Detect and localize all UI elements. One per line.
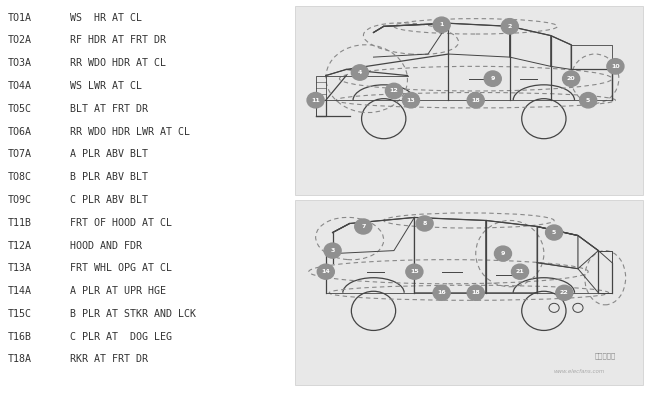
Text: T15C: T15C: [8, 309, 32, 319]
Text: 2: 2: [508, 24, 512, 29]
Circle shape: [467, 92, 484, 108]
Text: RR WDO HDR LWR AT CL: RR WDO HDR LWR AT CL: [70, 127, 190, 136]
Circle shape: [580, 92, 596, 108]
Text: BLT AT FRT DR: BLT AT FRT DR: [70, 104, 148, 114]
Text: 13: 13: [407, 98, 415, 103]
Circle shape: [402, 92, 419, 108]
Text: T13A: T13A: [8, 263, 32, 273]
Text: C PLR AT  DOG LEG: C PLR AT DOG LEG: [70, 332, 172, 342]
Text: 22: 22: [560, 290, 569, 295]
Circle shape: [546, 225, 563, 240]
Text: TO1A: TO1A: [8, 13, 32, 22]
Text: A PLR AT UPR HGE: A PLR AT UPR HGE: [70, 286, 166, 296]
Circle shape: [324, 243, 341, 258]
Text: www.elecfans.com: www.elecfans.com: [554, 369, 606, 374]
Text: T18A: T18A: [8, 354, 32, 364]
Text: RKR AT FRT DR: RKR AT FRT DR: [70, 354, 148, 364]
Text: B PLR ABV BLT: B PLR ABV BLT: [70, 172, 148, 182]
Text: 3: 3: [330, 248, 335, 253]
Text: 4: 4: [358, 70, 362, 75]
Circle shape: [317, 264, 334, 279]
Text: 15: 15: [410, 269, 419, 274]
Text: TO2A: TO2A: [8, 35, 32, 45]
Text: 11: 11: [312, 98, 320, 103]
Circle shape: [501, 18, 519, 34]
Text: 7: 7: [361, 224, 365, 229]
Text: 5: 5: [586, 98, 591, 103]
Text: 18: 18: [471, 98, 480, 103]
Circle shape: [355, 219, 372, 234]
Circle shape: [556, 285, 573, 300]
Text: RR WDO HDR AT CL: RR WDO HDR AT CL: [70, 58, 166, 68]
Text: 8: 8: [422, 221, 427, 226]
Text: 9: 9: [501, 251, 505, 256]
Text: A PLR ABV BLT: A PLR ABV BLT: [70, 149, 148, 159]
Text: 20: 20: [567, 76, 576, 81]
Text: TO3A: TO3A: [8, 58, 32, 68]
Text: 电子发烧友: 电子发烧友: [594, 353, 615, 359]
Text: T16B: T16B: [8, 332, 32, 342]
Text: WS LWR AT CL: WS LWR AT CL: [70, 81, 142, 91]
Text: FRT OF HOOD AT CL: FRT OF HOOD AT CL: [70, 218, 172, 228]
Text: TO6A: TO6A: [8, 127, 32, 136]
Text: 18: 18: [471, 290, 480, 295]
Text: TO4A: TO4A: [8, 81, 32, 91]
Circle shape: [511, 264, 528, 279]
Text: HOOD AND FDR: HOOD AND FDR: [70, 241, 142, 250]
Text: 5: 5: [552, 230, 556, 235]
Text: RF HDR AT FRT DR: RF HDR AT FRT DR: [70, 35, 166, 45]
Circle shape: [467, 285, 484, 300]
Text: TO7A: TO7A: [8, 149, 32, 159]
Text: FRT WHL OPG AT CL: FRT WHL OPG AT CL: [70, 263, 172, 273]
Circle shape: [351, 65, 369, 80]
Circle shape: [406, 264, 423, 279]
Circle shape: [416, 216, 433, 231]
Text: 12: 12: [389, 88, 398, 94]
Text: C PLR ABV BLT: C PLR ABV BLT: [70, 195, 148, 205]
Bar: [295, 200, 643, 385]
Circle shape: [307, 92, 324, 108]
Circle shape: [433, 285, 450, 300]
Text: 1: 1: [439, 22, 444, 27]
Text: 16: 16: [437, 290, 446, 295]
Bar: [295, 6, 643, 195]
Text: B PLR AT STKR AND LCK: B PLR AT STKR AND LCK: [70, 309, 196, 319]
Circle shape: [386, 83, 402, 99]
Text: 21: 21: [516, 269, 524, 274]
Text: TO8C: TO8C: [8, 172, 32, 182]
Circle shape: [433, 17, 450, 33]
Text: 14: 14: [321, 269, 330, 274]
Text: TO9C: TO9C: [8, 195, 32, 205]
Text: WS  HR AT CL: WS HR AT CL: [70, 13, 142, 22]
Circle shape: [495, 246, 511, 261]
Text: 9: 9: [491, 76, 495, 81]
Circle shape: [484, 71, 501, 86]
Text: T11B: T11B: [8, 218, 32, 228]
Text: T12A: T12A: [8, 241, 32, 250]
Text: T14A: T14A: [8, 286, 32, 296]
Circle shape: [607, 59, 624, 74]
Text: TO5C: TO5C: [8, 104, 32, 114]
Text: 10: 10: [611, 64, 620, 69]
Circle shape: [563, 71, 580, 86]
